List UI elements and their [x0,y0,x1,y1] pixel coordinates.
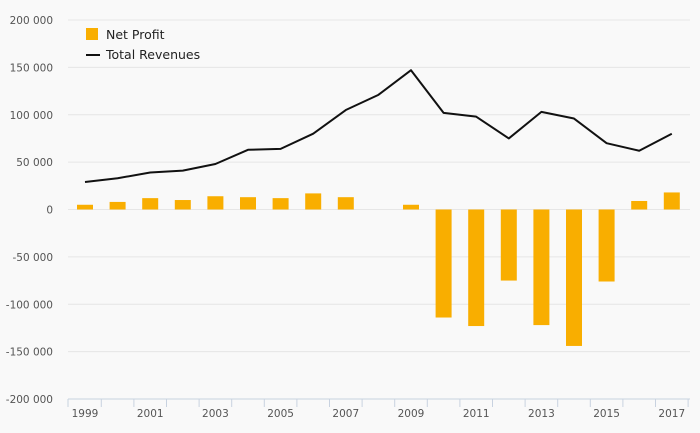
x-axis: 1999 2001 2003 2005 2007 2009 2011 2013 2015 2017 [67,398,690,420]
y-tick-label: 150 000 [10,62,53,74]
x-tick-label: 2001 [137,408,164,420]
gridlines [68,19,690,353]
net-profit-bar [566,209,582,346]
y-axis-ticks: 200 000 150 000 100 000 50 000 0 -50 000 -100 … [6,15,53,406]
legend[interactable]: Net Profit Total Revenues [86,27,200,62]
net-profit-bar [174,200,191,210]
y-tick-label: -200 000 [6,394,53,406]
x-tick-label: 2015 [593,408,620,420]
net-profit-bar [500,209,517,281]
y-tick-label: -150 000 [6,347,53,359]
x-tick-label: 1999 [72,408,99,420]
y-tick-label: 100 000 [10,110,53,122]
net-profit-bar [403,204,419,210]
legend-label-net-profit: Net Profit [106,27,165,42]
x-tick-label: 2003 [202,408,229,420]
net-profit-bar [468,209,485,327]
total-revenues-line [84,69,673,184]
y-tick-label: 200 000 [10,15,53,27]
net-profit-bar [77,204,93,210]
net-profit-bar [207,196,224,210]
net-profit-bar [272,198,289,210]
legend-swatch-net-profit [86,28,98,40]
net-profit-bar [109,201,126,210]
net-profit-bars [77,192,680,346]
net-profit-bar [337,197,354,210]
x-tick-label: 2017 [658,408,685,420]
net-profit-bar [533,209,550,326]
x-tick-label: 2007 [332,408,359,420]
net-profit-bar [305,193,322,210]
y-tick-label: -50 000 [12,252,53,264]
x-tick-label: 2009 [398,408,425,420]
y-tick-label: 0 [46,205,53,217]
x-tick-label: 2005 [267,408,294,420]
net-profit-bar [598,209,615,282]
net-profit-bar [435,209,452,318]
legend-label-total-revenues: Total Revenues [105,47,200,62]
legend-item-total-revenues[interactable]: Total Revenues [86,47,200,62]
net-profit-bar [142,198,159,210]
net-profit-bar [631,200,648,210]
x-tick-label: 2011 [463,408,490,420]
y-tick-label: -100 000 [6,299,53,311]
legend-item-net-profit[interactable]: Net Profit [86,27,165,42]
total-revenues-line-group [84,69,673,184]
net-profit-bar [240,197,256,210]
y-tick-label: 50 000 [16,157,53,169]
x-tick-label: 2013 [528,408,555,420]
net-profit-bar [663,192,680,210]
